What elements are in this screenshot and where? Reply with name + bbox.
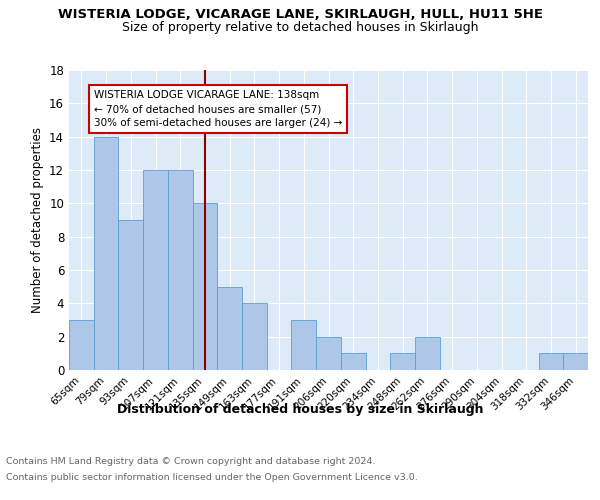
Bar (341, 354, 365, 370)
Bar (316, 336, 341, 370)
Text: Distribution of detached houses by size in Skirlaugh: Distribution of detached houses by size … (117, 402, 483, 415)
Bar (193, 204, 217, 370)
Bar (69, 320, 94, 370)
Bar (94, 136, 118, 370)
Bar (563, 354, 588, 370)
Bar (168, 170, 193, 370)
Text: Contains public sector information licensed under the Open Government Licence v3: Contains public sector information licen… (6, 472, 418, 482)
Text: WISTERIA LODGE VICARAGE LANE: 138sqm
← 70% of detached houses are smaller (57)
3: WISTERIA LODGE VICARAGE LANE: 138sqm ← 7… (94, 90, 342, 128)
Bar (143, 170, 168, 370)
Bar (390, 354, 415, 370)
Bar (415, 336, 440, 370)
Bar (242, 304, 267, 370)
Text: WISTERIA LODGE, VICARAGE LANE, SKIRLAUGH, HULL, HU11 5HE: WISTERIA LODGE, VICARAGE LANE, SKIRLAUGH… (58, 8, 542, 20)
Bar (217, 286, 242, 370)
Y-axis label: Number of detached properties: Number of detached properties (31, 127, 44, 313)
Text: Contains HM Land Registry data © Crown copyright and database right 2024.: Contains HM Land Registry data © Crown c… (6, 458, 376, 466)
Bar (539, 354, 563, 370)
Bar (292, 320, 316, 370)
Bar (118, 220, 143, 370)
Text: Size of property relative to detached houses in Skirlaugh: Size of property relative to detached ho… (122, 21, 478, 34)
